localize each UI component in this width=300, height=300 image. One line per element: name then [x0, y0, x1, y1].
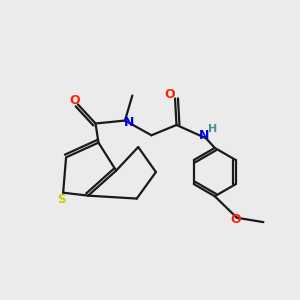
Text: N: N [124, 116, 135, 128]
Text: S: S [57, 193, 66, 206]
Text: O: O [164, 88, 175, 101]
Text: O: O [70, 94, 80, 107]
Text: H: H [208, 124, 217, 134]
Text: O: O [230, 213, 241, 226]
Text: N: N [199, 129, 210, 142]
